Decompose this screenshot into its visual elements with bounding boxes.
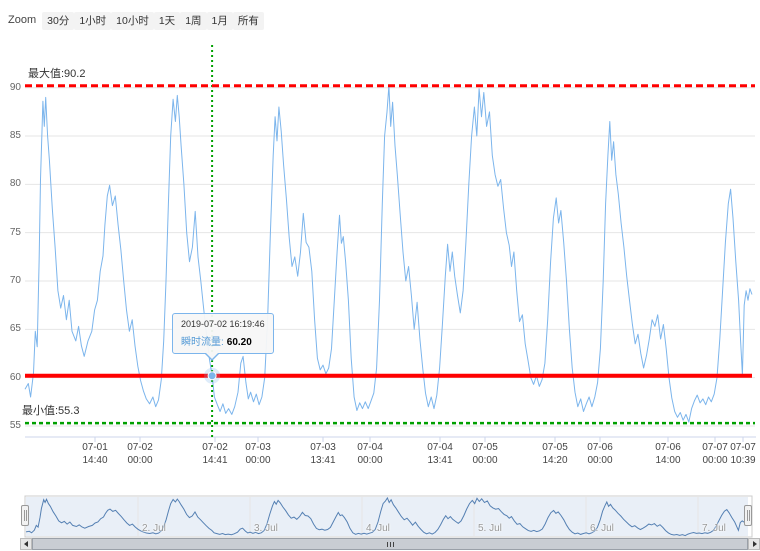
zoom-button-1[interactable]: 1小时 xyxy=(74,12,112,30)
y-axis-label: 60 xyxy=(9,371,21,383)
navigator-day-label: 7. Jul xyxy=(702,523,726,534)
x-axis-label: 07-03 00:00 xyxy=(245,442,271,466)
zoom-button-6[interactable]: 所有 xyxy=(232,12,264,30)
tooltip-series-label: 瞬时流量: xyxy=(181,337,224,348)
tooltip-value: 60.20 xyxy=(226,337,252,348)
navigator-day-label: 6. Jul xyxy=(590,523,614,534)
zoom-buttons-group: 30分 1小时 10小时 1天 1周 1月 所有 xyxy=(42,11,264,30)
navigator-handle-left[interactable] xyxy=(21,505,29,526)
x-axis-label: 07-07 00:00 xyxy=(702,442,728,466)
zoom-label: Zoom xyxy=(8,14,37,26)
x-axis-label: 07-04 13:41 xyxy=(427,442,453,466)
x-axis-label: 07-02 00:00 xyxy=(127,442,153,466)
navigator-series-line xyxy=(25,496,749,537)
y-axis-label: 55 xyxy=(9,420,21,431)
scrollbar-left-arrow-icon[interactable] xyxy=(20,538,32,550)
zoom-button-3[interactable]: 1天 xyxy=(153,12,181,30)
plot-area[interactable] xyxy=(25,45,752,437)
zoom-button-2[interactable]: 10小时 xyxy=(111,12,154,30)
navigator-day-label: 2. Jul xyxy=(142,523,166,534)
y-axis-label: 75 xyxy=(9,226,21,238)
zoom-button-0[interactable]: 30分 xyxy=(42,12,75,30)
y-axis-label: 70 xyxy=(9,275,21,286)
min-value-label: 最小值:55.3 xyxy=(22,405,80,417)
y-axis-label: 80 xyxy=(9,178,21,190)
x-axis-label: 07-07 10:39 xyxy=(730,442,756,466)
x-axis-label: 07-03 13:41 xyxy=(310,442,336,466)
x-axis-label: 07-05 14:20 xyxy=(542,442,568,466)
series-line xyxy=(24,85,753,423)
max-value-label: 最大值:90.2 xyxy=(28,68,86,80)
x-axis-label: 07-06 00:00 xyxy=(587,442,613,466)
x-axis-label: 07-01 14:40 xyxy=(82,442,108,466)
tooltip-series-row: 瞬时流量: 60.20 xyxy=(181,333,265,348)
navigator-mask[interactable] xyxy=(26,497,748,536)
zoom-button-4[interactable]: 1周 xyxy=(180,12,207,30)
navigator-handle-right[interactable] xyxy=(744,505,752,526)
scrollbar-right-arrow-icon[interactable] xyxy=(748,538,760,550)
navigator-day-label: 5. Jul xyxy=(478,523,502,534)
marker-point xyxy=(207,371,217,381)
x-axis-label: 07-04 00:00 xyxy=(357,442,383,466)
zoom-button-5[interactable]: 1月 xyxy=(206,12,233,30)
x-axis-label: 07-05 00:00 xyxy=(472,442,498,466)
tooltip-datetime: 2019-07-02 16:19:46 xyxy=(181,319,265,329)
range-selector: Zoom 30分 1小时 10小时 1天 1周 1月 所有 xyxy=(8,11,264,30)
navigator-day-label: 4. Jul xyxy=(366,523,390,534)
y-axis-label: 85 xyxy=(9,130,21,142)
y-axis-label: 65 xyxy=(9,323,21,335)
tooltip: 2019-07-02 16:19:46 瞬时流量: 60.20 xyxy=(172,313,274,361)
x-axis-label: 07-06 14:00 xyxy=(655,442,681,466)
y-axis-label: 90 xyxy=(9,81,21,93)
scrollbar-thumb[interactable] xyxy=(32,538,748,550)
navigator-day-label: 3. Jul xyxy=(254,523,278,534)
x-axis-label: 07-02 14:41 xyxy=(202,442,228,466)
